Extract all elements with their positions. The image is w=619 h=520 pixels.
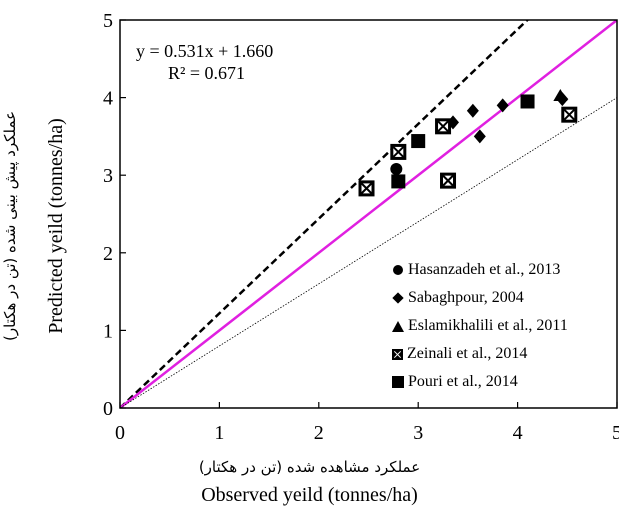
point-triangle bbox=[553, 89, 568, 102]
legend-label: Sabaghpour, 2004 bbox=[408, 289, 524, 306]
point-square bbox=[411, 134, 426, 149]
y-tick-label: 5 bbox=[103, 10, 113, 32]
point-xbox bbox=[435, 118, 452, 135]
point-diamond bbox=[466, 103, 479, 118]
square-marker-icon bbox=[392, 376, 404, 388]
axes bbox=[119, 19, 618, 409]
x-tick-label: 5 bbox=[612, 422, 619, 444]
point-xbox bbox=[390, 143, 407, 160]
reference-lines bbox=[120, 20, 617, 408]
legend-item-pouri: Pouri et al., 2014 bbox=[392, 368, 568, 396]
x-axis-label-persian: عملکرد مشاهده شده (تن در هکتار) bbox=[198, 458, 421, 476]
legend-label: Pouri et al., 2014 bbox=[408, 373, 518, 390]
x-tick-label: 3 bbox=[413, 422, 423, 444]
1:1-line bbox=[120, 20, 617, 408]
point-xbox bbox=[358, 180, 375, 197]
legend-item-hasanzadeh: Hasanzadeh et al., 2013 bbox=[392, 256, 568, 284]
point-diamond bbox=[473, 129, 486, 144]
legend-item-sabaghpour: Sabaghpour, 2004 bbox=[392, 284, 568, 312]
y-tick-label: 2 bbox=[103, 243, 113, 265]
legend-label: Zeinali et al., 2014 bbox=[407, 345, 528, 362]
legend-item-zeinali: Zeinali et al., 2014 bbox=[392, 340, 568, 368]
regression-line bbox=[120, 20, 530, 408]
y-tick-label: 1 bbox=[103, 320, 113, 342]
circle-marker-icon bbox=[393, 265, 403, 275]
point-diamond bbox=[496, 98, 509, 113]
legend: Hasanzadeh et al., 2013 Sabaghpour, 2004… bbox=[392, 256, 568, 396]
x-tick-label: 2 bbox=[314, 422, 324, 444]
triangle-marker-icon bbox=[392, 320, 404, 332]
x-box-marker-icon bbox=[392, 348, 403, 360]
tick-labels: 0 1 2 3 4 5 0 1 2 3 4 5 bbox=[103, 10, 619, 444]
y-axis-label-persian: عملکرد پیش بینی شده (تن در هکتار) bbox=[1, 110, 19, 342]
point-xbox bbox=[561, 106, 578, 123]
point-circle bbox=[390, 162, 403, 175]
diamond-marker-icon bbox=[392, 292, 404, 304]
regression-equation-box: y = 0.531x + 1.660 R² = 0.671 bbox=[136, 40, 273, 84]
x-tick-label: 1 bbox=[214, 422, 224, 444]
y-tick-label: 3 bbox=[103, 165, 113, 187]
point-xbox bbox=[440, 172, 457, 189]
data-points bbox=[358, 89, 578, 197]
regression-equation: y = 0.531x + 1.660 bbox=[136, 41, 274, 61]
legend-label: Hasanzadeh et al., 2013 bbox=[408, 261, 561, 278]
point-square bbox=[391, 174, 406, 189]
legend-item-eslamikhalili: Eslamikhalili et al., 2011 bbox=[392, 312, 568, 340]
x-tick-label: 4 bbox=[513, 422, 523, 444]
r-squared-label: R² = 0.671 bbox=[168, 63, 246, 83]
xbox-cross-b bbox=[437, 120, 449, 133]
y-tick-label: 0 bbox=[103, 398, 113, 420]
legend-label: Eslamikhalili et al., 2011 bbox=[408, 317, 568, 334]
point-square bbox=[520, 94, 535, 109]
x-axis-label: Observed yeild (tonnes/ha) bbox=[201, 484, 418, 506]
xbox-cross-b bbox=[392, 146, 405, 158]
plot-frame bbox=[119, 19, 618, 409]
xbox-cross-b bbox=[442, 174, 454, 187]
xbox-cross-b bbox=[563, 108, 575, 121]
x-tick-label: 0 bbox=[115, 422, 125, 444]
xbox-cross-b bbox=[360, 182, 373, 195]
y-axis-label: Predicted yeild (tonnes/ha) bbox=[45, 118, 67, 334]
y-tick-label: 4 bbox=[103, 88, 113, 110]
